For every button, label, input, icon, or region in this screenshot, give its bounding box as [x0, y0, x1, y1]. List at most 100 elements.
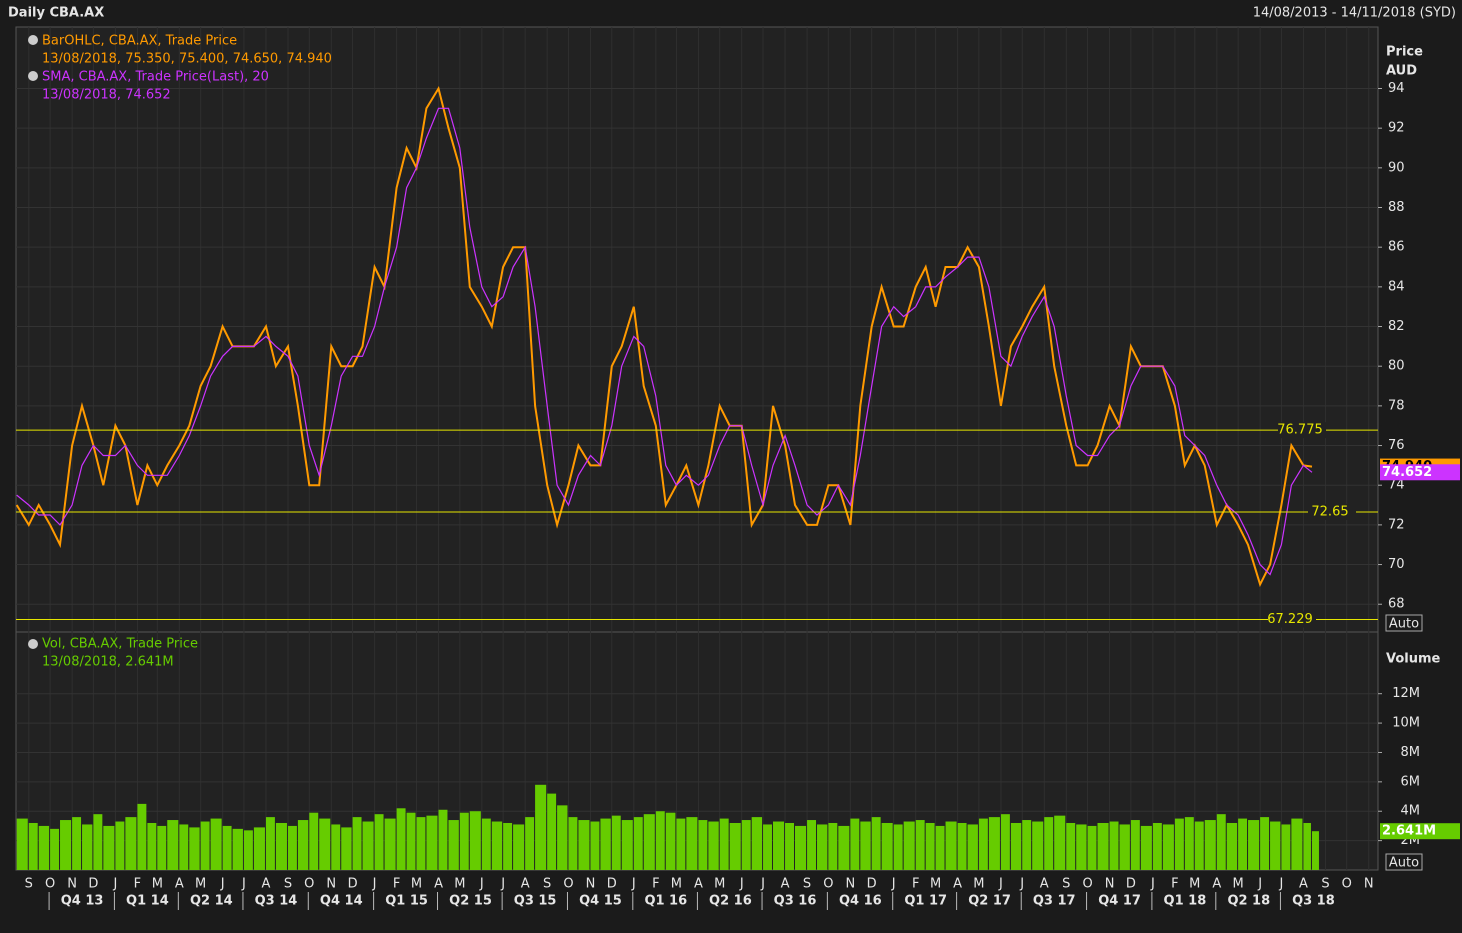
x-tick-label: J	[1257, 877, 1262, 892]
volume-bar	[1066, 822, 1076, 870]
x-tick-label: A	[262, 877, 271, 892]
volume-bar	[1260, 817, 1270, 870]
volume-bar	[200, 821, 210, 870]
volume-bar	[988, 817, 1000, 870]
x-tick-label: J	[372, 877, 377, 892]
price-line	[16, 107, 1313, 576]
hline-label: 72.65	[1311, 504, 1348, 519]
volume-bar	[547, 793, 557, 870]
y-tick-label: 82	[1388, 319, 1405, 334]
x-tick-label: N	[1105, 877, 1115, 892]
scale-label[interactable]: Auto	[1389, 617, 1419, 632]
legend-value: 13/08/2018, 74.652	[42, 88, 171, 103]
volume-bar	[1087, 825, 1097, 870]
x-tick-label: S	[1321, 877, 1329, 892]
quarter-label: Q1 14	[126, 894, 169, 909]
volume-bar	[871, 817, 881, 870]
legend-icon[interactable]	[28, 71, 38, 81]
volume-bar	[741, 820, 751, 870]
volume-bar	[1032, 821, 1044, 870]
volume-bar	[643, 814, 655, 870]
x-tick-label: N	[846, 877, 856, 892]
volume-bar	[1130, 820, 1140, 870]
volume-bar	[719, 818, 729, 870]
y-tick-label: 8M	[1401, 745, 1421, 760]
volume-bar	[1162, 824, 1174, 870]
quarter-label: Q1 18	[1164, 894, 1207, 909]
volume-bar	[1226, 822, 1238, 870]
y-tick-label: 68	[1388, 597, 1405, 612]
x-tick-label: O	[823, 877, 833, 892]
x-tick-label: S	[284, 877, 292, 892]
x-tick-label: N	[326, 877, 336, 892]
volume-bar	[331, 824, 341, 870]
volume-bar	[448, 820, 459, 870]
volume-bar	[935, 825, 945, 870]
volume-bar	[611, 815, 621, 870]
volume-bar	[676, 818, 686, 870]
volume-bar	[763, 824, 772, 870]
quarter-label: Q2 14	[190, 894, 233, 909]
volume-bar	[1097, 822, 1109, 870]
x-tick-label: O	[304, 877, 314, 892]
y-tick-label: 80	[1388, 359, 1405, 374]
x-tick-label: F	[134, 877, 141, 892]
scale-box[interactable]	[1385, 853, 1423, 871]
scale-box[interactable]	[1385, 614, 1423, 632]
quarter-label: Q3 18	[1292, 894, 1335, 909]
volume-bar	[838, 825, 850, 870]
legend-icon[interactable]	[28, 35, 38, 45]
volume-bar	[785, 822, 794, 870]
volume-bar	[72, 817, 82, 870]
x-tick-label: A	[175, 877, 184, 892]
volume-bar	[210, 818, 222, 870]
x-tick-label: M	[671, 877, 682, 892]
quarter-label: Q2 18	[1227, 894, 1270, 909]
hline-label-bg	[1278, 422, 1326, 439]
volume-bar	[925, 822, 935, 870]
volume-bar	[396, 808, 406, 870]
x-tick-label: M	[454, 877, 465, 892]
volume-bar	[655, 811, 665, 870]
volume-bar	[384, 818, 396, 870]
last-value-label: 74.652	[1382, 465, 1432, 480]
x-tick-label: A	[1040, 877, 1049, 892]
volume-bar	[557, 805, 568, 870]
scale-label[interactable]: Auto	[1389, 856, 1419, 871]
x-tick-label: J	[1150, 877, 1155, 892]
x-tick-label: N	[1364, 877, 1374, 892]
volume-bar	[850, 818, 860, 870]
volume-bar	[362, 821, 374, 870]
x-tick-label: D	[607, 877, 617, 892]
legend-entry: SMA, CBA.AX, Trade Price(Last), 20	[42, 70, 269, 85]
volume-bar	[1281, 824, 1291, 870]
y-tick-label: 70	[1388, 557, 1405, 572]
volume-bar	[222, 825, 232, 870]
volume-bar	[157, 825, 167, 870]
x-tick-label: A	[1299, 877, 1308, 892]
volume-bar	[253, 827, 265, 870]
volume-bar	[16, 818, 28, 870]
hline-label-bg	[1308, 503, 1356, 520]
x-tick-label: J	[241, 877, 246, 892]
volume-bar	[469, 811, 481, 870]
volume-bar	[491, 821, 503, 870]
volume-bar	[860, 821, 871, 870]
x-tick-label: M	[411, 877, 422, 892]
x-tick-label: M	[1232, 877, 1243, 892]
x-tick-label: M	[195, 877, 206, 892]
volume-bar	[568, 817, 578, 870]
quarter-label: Q3 14	[255, 894, 298, 909]
volume-bar	[137, 803, 147, 870]
volume-bar	[1000, 814, 1010, 870]
legend-icon[interactable]	[28, 639, 38, 649]
x-tick-label: O	[563, 877, 573, 892]
volume-bar	[1238, 818, 1248, 870]
volume-bar	[1303, 822, 1311, 870]
x-tick-label: J	[500, 877, 505, 892]
x-tick-label: O	[1082, 877, 1092, 892]
quarter-label: Q3 15	[514, 894, 557, 909]
volume-bar	[82, 824, 93, 870]
legend-value: 13/08/2018, 75.350, 75.400, 74.650, 74.9…	[42, 52, 332, 67]
